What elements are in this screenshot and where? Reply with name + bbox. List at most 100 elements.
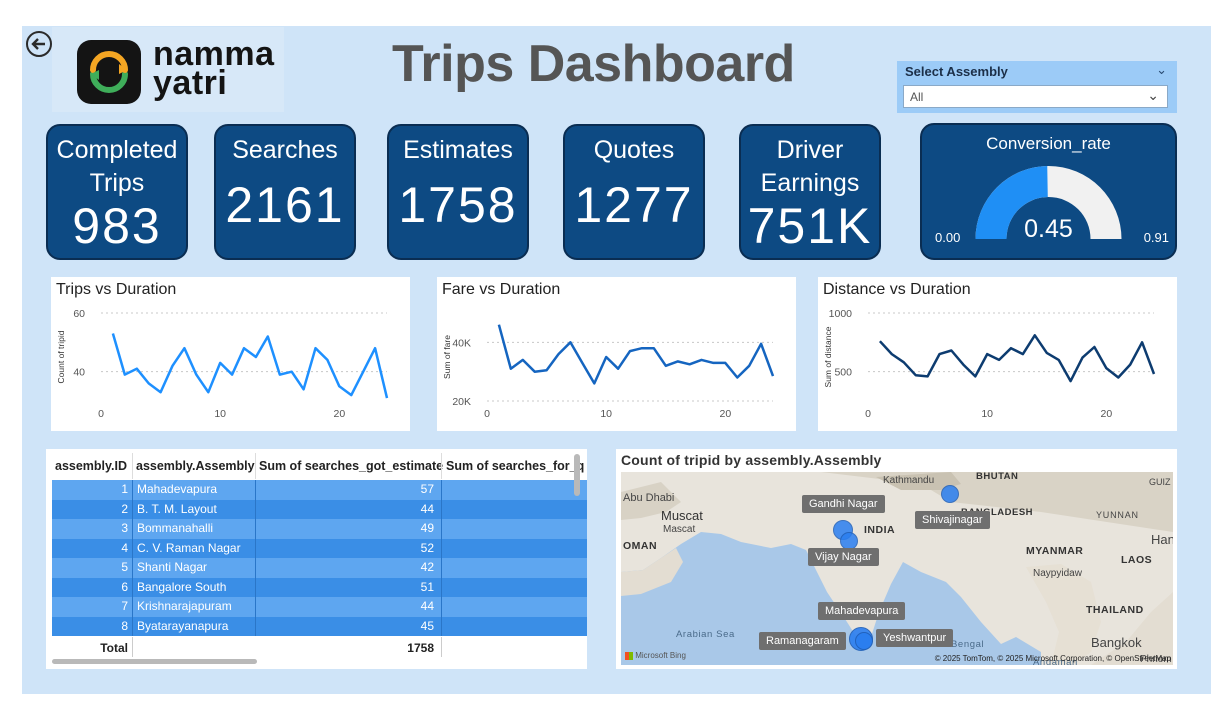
chevron-down-icon[interactable]: ⌄ <box>1156 62 1167 77</box>
x-tick-label: 20 <box>1100 408 1112 420</box>
map-place: MYANMAR <box>1026 545 1084 557</box>
series-line[interactable] <box>111 333 389 399</box>
gauge-min: 0.00 <box>935 230 961 245</box>
map-place: Mascat <box>663 524 696 535</box>
cell-id: 3 <box>121 521 128 535</box>
bing-label: Microsoft Bing <box>625 651 686 660</box>
map-place: Bangkok <box>1091 635 1142 650</box>
cell-assembly: C. V. Raman Nagar <box>137 540 241 555</box>
bing-text: Microsoft Bing <box>635 651 686 660</box>
chart-title: Trips vs Duration <box>56 281 177 298</box>
table-row[interactable]: 4 C. V. Raman Nagar 52 <box>52 538 587 558</box>
chart-title: Distance vs Duration <box>823 281 971 298</box>
map-label: Shivajinagar <box>915 511 990 529</box>
table-row[interactable]: 7 Krishnarajapuram 44 <box>52 597 587 617</box>
map-place: Bengal <box>951 639 985 650</box>
card-estimates: Estimates 1758 <box>387 124 529 260</box>
assembly-table: assembly.ID assembly.Assembly Sum of sea… <box>46 449 587 669</box>
column-header[interactable]: Sum of searches_got_estimate <box>259 459 444 473</box>
map-attribution[interactable]: © 2025 TomTom, © 2025 Microsoft Corporat… <box>934 654 1171 663</box>
cell-id: 1 <box>121 482 128 496</box>
x-tick-label: 20 <box>333 408 345 420</box>
chart-title: Fare vs Duration <box>442 281 561 298</box>
fare-vs-duration-chart: Fare vs Duration 20K 40K 0 10 20 Sum of fare <box>437 277 796 431</box>
map-label: Vijay Nagar <box>808 548 879 566</box>
map-place: BANGLADESH <box>961 507 1034 518</box>
divider <box>441 453 442 479</box>
table-row[interactable]: 6 Bangalore South 51 <box>52 577 587 597</box>
map-place: Hano <box>1151 532 1173 547</box>
cell-id: 8 <box>121 618 128 633</box>
cell-estimate: 42 <box>420 560 434 574</box>
card-value: 1758 <box>398 177 518 233</box>
column-header[interactable]: assembly.ID <box>55 459 128 473</box>
microsoft-logo-icon <box>625 651 633 660</box>
map-place: Naypyidaw <box>1033 568 1082 579</box>
slicer-label: Select Assembly <box>905 64 1008 79</box>
cell-id: 2 <box>121 501 128 516</box>
y-axis-label: Count of tripid <box>56 330 66 383</box>
series-line[interactable] <box>497 324 775 385</box>
gauge-value: 0.45 <box>1024 215 1073 243</box>
card-value: 983 <box>72 198 162 254</box>
horizontal-scrollbar[interactable] <box>52 659 257 664</box>
table-row[interactable]: 5 Shanti Nagar 42 <box>52 558 587 578</box>
column-header[interactable]: assembly.Assembly <box>136 459 255 473</box>
logo-line2: yatri <box>153 64 228 102</box>
cell-assembly: Mahadevapura <box>137 482 218 496</box>
back-arrow-icon[interactable] <box>26 31 52 57</box>
cell-estimate: 49 <box>420 521 434 535</box>
assembly-map: Count of tripid by assembly.Assembly Kat… <box>616 449 1177 669</box>
cell-id: 4 <box>121 540 128 555</box>
cell-estimate: 52 <box>420 540 434 555</box>
x-tick-label: 0 <box>484 408 490 420</box>
y-axis-label: Sum of fare <box>442 335 452 379</box>
cell-estimate: 51 <box>420 579 434 594</box>
distance-vs-duration-chart: Distance vs Duration 500 1000 0 10 20 Sum of … <box>818 277 1177 431</box>
divider <box>132 480 133 636</box>
gauge-chart <box>975 166 1122 239</box>
x-tick-label: 10 <box>600 408 612 420</box>
cell-id: 7 <box>121 599 128 613</box>
table-row[interactable]: 2 B. T. M. Layout 44 <box>52 499 587 519</box>
gauge-fill <box>975 166 1048 239</box>
cell-estimate: 57 <box>420 482 434 496</box>
map-bubble[interactable] <box>855 632 873 650</box>
divider <box>132 637 133 657</box>
map-place: Arabian Sea <box>676 629 735 640</box>
y-tick-label: 40 <box>73 367 85 379</box>
map-bubble[interactable] <box>941 485 959 503</box>
card-searches: Searches 2161 <box>214 124 356 260</box>
card-label: Completed Trips <box>56 136 178 197</box>
y-tick-label: 60 <box>73 308 85 320</box>
gauge-title: Conversion_rate <box>986 134 1111 153</box>
map-label: Ramanagaram <box>759 632 846 650</box>
map-place: Phnom Pe <box>1140 654 1173 665</box>
cell-estimate: 44 <box>420 501 434 516</box>
map-place: Andaman <box>1033 657 1078 665</box>
map-label: Mahadevapura <box>818 602 906 620</box>
table-row[interactable]: 1 Mahadevapura 57 <box>52 480 587 500</box>
total-estimate: 1758 <box>407 641 434 655</box>
slicer-dropdown[interactable]: All ⌄ <box>903 85 1168 108</box>
table-row[interactable]: 3 Bommanahalli 49 <box>52 519 587 539</box>
card-label: Estimates <box>403 136 513 164</box>
assembly-slicer[interactable]: Select Assembly ⌄ All ⌄ <box>897 61 1177 113</box>
map-place: BHUTAN <box>976 472 1019 482</box>
series-line[interactable] <box>878 334 1156 383</box>
cell-assembly: Bangalore South <box>137 579 227 594</box>
table-row[interactable]: 8 Byatarayanapura 45 <box>52 616 587 636</box>
cell-assembly: Byatarayanapura <box>137 618 229 633</box>
logo-line1: namma <box>153 35 275 73</box>
divider <box>441 480 442 636</box>
map-canvas[interactable]: Kathmandu Muscat Mascat Abu Dhabi OMAN I… <box>621 472 1173 665</box>
page-title: Trips Dashboard <box>392 35 795 93</box>
line-chart-svg: 500 1000 0 10 20 Sum of distance <box>823 308 1156 420</box>
vertical-scrollbar[interactable] <box>574 454 580 496</box>
cell-assembly: B. T. M. Layout <box>137 501 217 516</box>
y-tick-label: 1000 <box>829 308 853 320</box>
x-tick-label: 10 <box>214 408 226 420</box>
column-header[interactable]: Sum of searches_for_q <box>446 459 585 473</box>
card-completed-trips: Completed Trips 983 <box>46 124 188 260</box>
chevron-down-icon[interactable]: ⌄ <box>1147 87 1159 103</box>
